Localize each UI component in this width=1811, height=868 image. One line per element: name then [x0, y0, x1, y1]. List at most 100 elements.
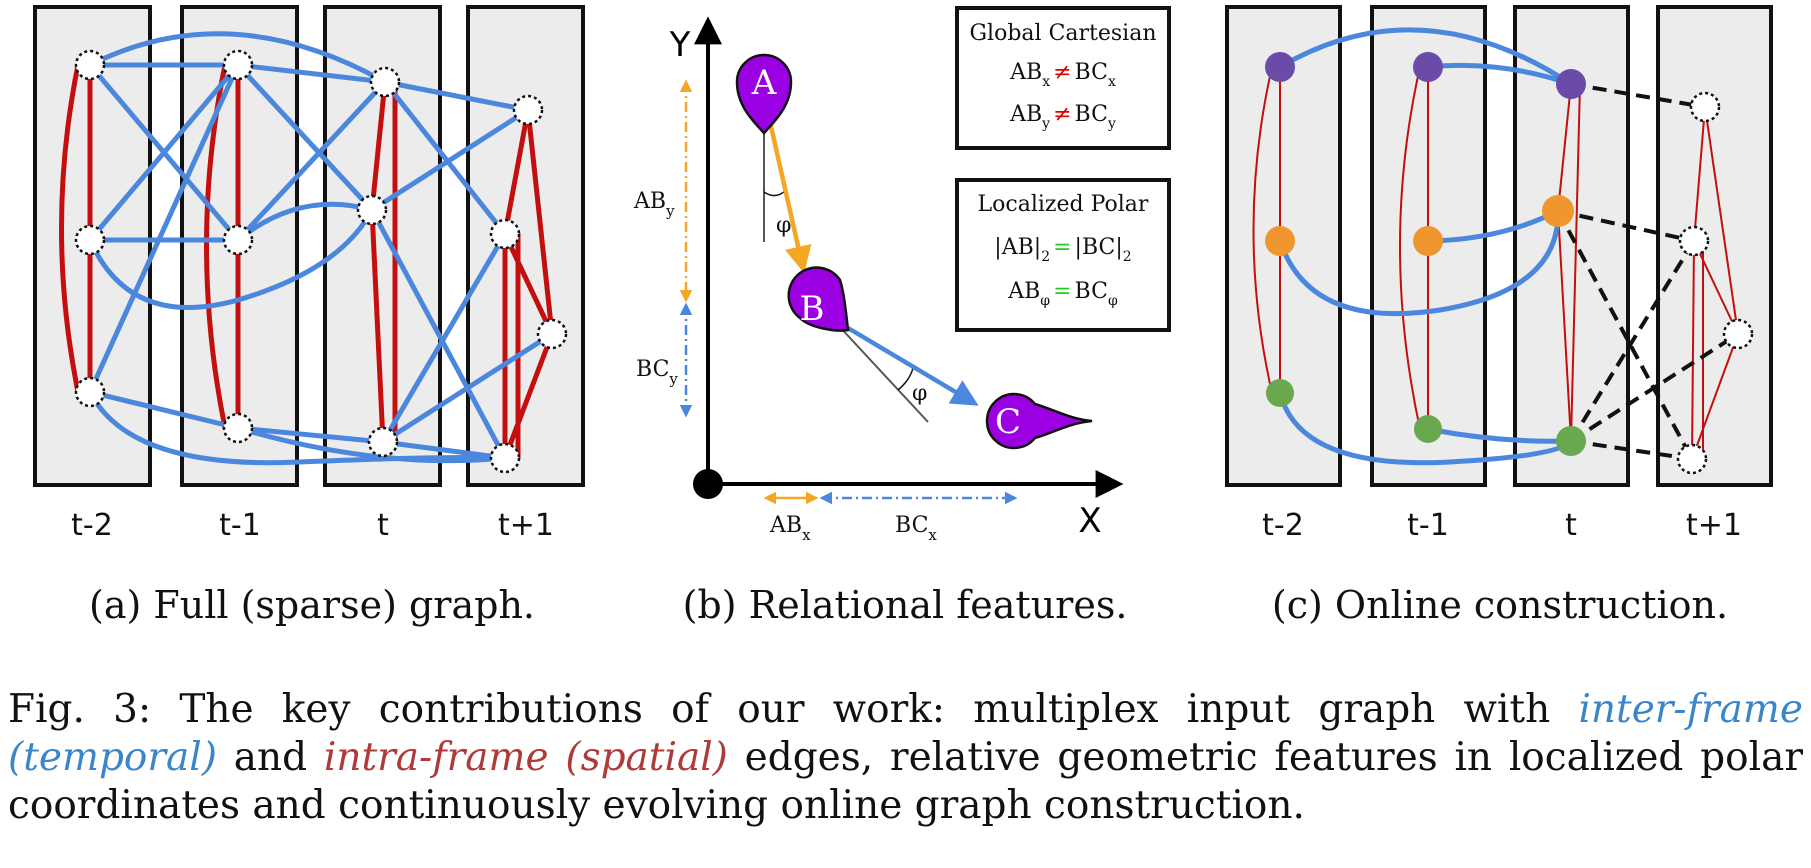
graph-node — [1676, 443, 1708, 475]
frame-label-c-4: t+1 — [1686, 508, 1742, 543]
temporal-edge — [87, 31, 388, 85]
temporal-edge — [1277, 27, 1574, 87]
spatial-edges-c — [1252, 66, 1739, 460]
panel-c-online-construction: t-2 t-1 t t+1 (c) Online construction. — [1225, 5, 1773, 627]
box-global-cartesian-row1: ABx ≠ BCx — [1009, 60, 1116, 90]
nodes-c-new — [1676, 91, 1754, 475]
temporal-edge — [87, 62, 241, 243]
caption-inter-frame: inter-frame (temporal) — [8, 687, 1803, 780]
spatial-edge — [369, 207, 386, 445]
origin-dot — [693, 469, 723, 499]
pin-b-label: B — [800, 289, 825, 329]
frame-label-a-3: t — [377, 508, 389, 543]
temporal-edge — [1425, 62, 1574, 87]
candidate-edge — [1556, 210, 1694, 460]
temporal-edges-c — [1277, 27, 1574, 466]
temporal-edge — [235, 201, 375, 243]
panel-b-relational-features: Y X ABy BCy ABx BCx φ φ A B — [633, 6, 1171, 627]
temporal-edge — [235, 62, 388, 85]
graph-node — [1722, 318, 1754, 350]
temporal-edges-a — [87, 31, 555, 466]
candidate-edge — [1570, 439, 1693, 461]
graph-node — [222, 49, 254, 81]
temporal-edge — [369, 107, 531, 213]
box-localized-polar-row1: |AB|2 = |BC|2 — [994, 235, 1131, 265]
temporal-edge — [235, 62, 375, 213]
spatial-edge — [1252, 66, 1273, 394]
graph-node — [369, 66, 401, 98]
graph-node — [367, 426, 399, 458]
ab-x-label: ABx — [769, 513, 811, 544]
box-global-cartesian-row2: ABy ≠ BCy — [1009, 102, 1116, 132]
nodes-c-tracked — [1265, 52, 1586, 456]
frame-label-a-1: t-2 — [71, 508, 113, 543]
frame-c-t+1 — [1656, 5, 1773, 487]
graph-node — [489, 442, 521, 474]
node-orange — [1265, 226, 1295, 256]
axis-x-label: X — [1078, 501, 1101, 541]
figure-caption: Fig. 3: The key contributions of our wor… — [8, 686, 1803, 830]
frame-label-a-4: t+1 — [498, 508, 554, 543]
nodes-a — [74, 49, 568, 474]
box-localized-polar-row2: ABφ = BCφ — [1007, 279, 1118, 309]
subcaption-a: (a) Full (sparse) graph. — [89, 583, 535, 627]
spatial-edge — [1691, 240, 1695, 460]
temporal-edge — [87, 389, 241, 431]
pin-a: A — [735, 53, 793, 135]
frame-a-t+1 — [466, 5, 585, 487]
node-green — [1556, 426, 1586, 456]
spatial-edge — [1704, 106, 1739, 335]
temporal-edge — [87, 207, 375, 310]
temporal-edge — [1277, 208, 1561, 317]
box-localized-polar — [955, 178, 1171, 332]
candidate-edge — [1569, 239, 1696, 443]
graph-node — [1678, 225, 1710, 257]
heading-line-b — [837, 324, 929, 423]
panel-a-full-graph: t-2 t-1 t t+1 (a) Full (sparse) graph. — [33, 5, 585, 627]
graph-node — [222, 224, 254, 256]
temporal-edge — [382, 79, 508, 237]
graph-node — [222, 412, 254, 444]
candidate-edge — [1569, 332, 1740, 443]
angle-label-a: φ — [776, 213, 791, 238]
temporal-edge — [382, 79, 531, 113]
box-localized-polar-title: Localized Polar — [978, 192, 1149, 217]
node-purple — [1556, 69, 1586, 99]
caption-intra-frame: intra-frame (spatial) — [323, 735, 728, 780]
temporal-edge — [380, 439, 508, 461]
angle-label-b: φ — [912, 381, 927, 406]
spatial-edge — [59, 62, 81, 395]
angle-arc-a — [763, 189, 787, 197]
spatial-edge — [502, 331, 555, 461]
frame-label-c-1: t-2 — [1262, 508, 1304, 543]
temporal-edge — [1425, 426, 1574, 444]
spatial-edge — [502, 107, 531, 237]
node-green — [1266, 379, 1294, 407]
graph-node — [489, 218, 521, 250]
arrow-ab — [767, 121, 812, 274]
graph-node — [512, 94, 544, 126]
figure-canvas: t-2 t-1 t t+1 (a) Full (sparse) graph. Y… — [33, 5, 1773, 627]
spatial-edge — [1399, 66, 1421, 430]
node-orange — [1413, 226, 1443, 256]
node-orange — [1542, 195, 1574, 227]
box-global-cartesian-title: Global Cartesian — [969, 21, 1156, 46]
spatial-edge — [369, 79, 388, 213]
ab-y-label: ABy — [633, 189, 675, 220]
bc-y-label: BCy — [636, 357, 678, 388]
temporal-edge — [235, 79, 388, 243]
frame-label-a-2: t-1 — [219, 508, 261, 543]
box-global-cartesian — [955, 6, 1171, 150]
temporal-edge — [380, 231, 508, 445]
candidate-edge — [1570, 82, 1706, 109]
spatial-edge — [1570, 83, 1581, 442]
caption-mid: and — [216, 735, 324, 780]
spatial-edge — [1693, 106, 1706, 242]
subcaption-b: (b) Relational features. — [683, 583, 1128, 627]
graph-node — [356, 194, 388, 226]
axis-y-label: Y — [669, 25, 691, 65]
spatial-edge — [1693, 240, 1739, 335]
spatial-edge — [1691, 333, 1739, 460]
node-purple — [1413, 52, 1443, 82]
temporal-edge — [369, 207, 508, 461]
